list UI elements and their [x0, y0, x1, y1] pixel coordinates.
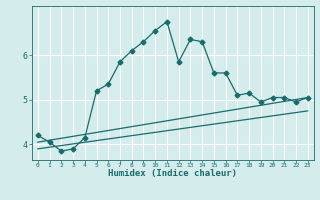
X-axis label: Humidex (Indice chaleur): Humidex (Indice chaleur): [108, 169, 237, 178]
